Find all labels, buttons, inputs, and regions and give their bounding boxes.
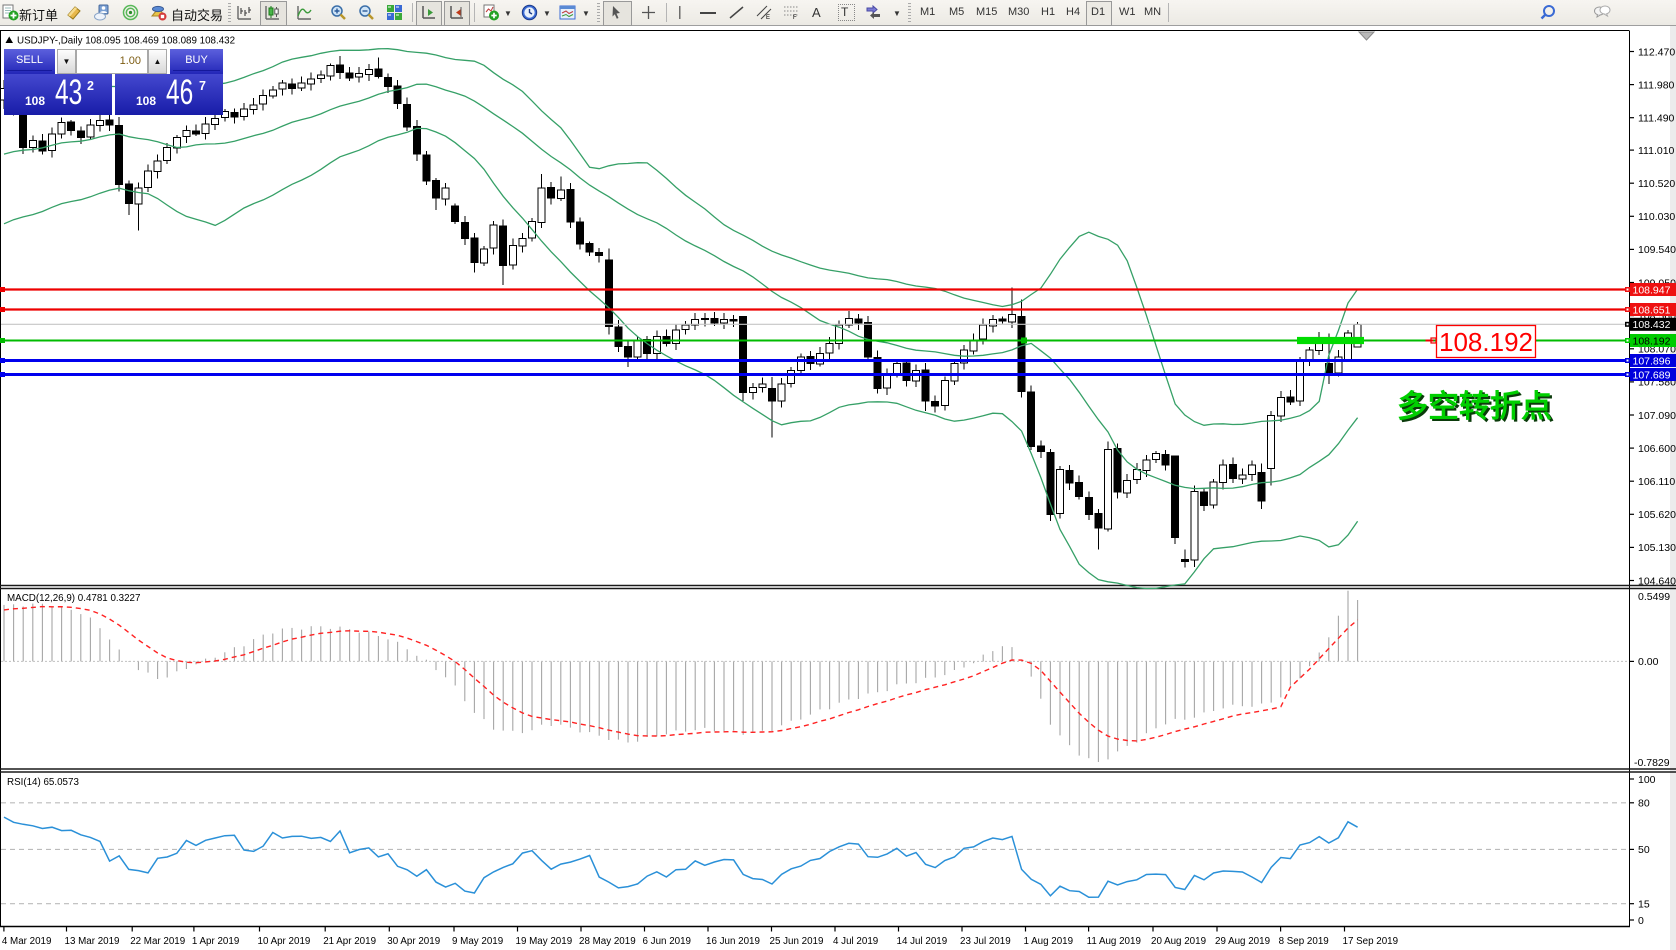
svg-text:F: F bbox=[793, 15, 797, 21]
svg-text:108.432: 108.432 bbox=[1633, 319, 1671, 331]
svg-text:110.520: 110.520 bbox=[1638, 178, 1675, 190]
svg-text:4 Jul 2019: 4 Jul 2019 bbox=[833, 936, 878, 947]
svg-text:109.540: 109.540 bbox=[1638, 244, 1676, 256]
svg-text:108.651: 108.651 bbox=[1633, 304, 1671, 316]
svg-text:15: 15 bbox=[1638, 899, 1650, 911]
svg-text:108.192: 108.192 bbox=[1439, 327, 1533, 357]
svg-text:107.896: 107.896 bbox=[1633, 355, 1671, 367]
svg-text:RSI(14) 65.0573: RSI(14) 65.0573 bbox=[7, 777, 79, 788]
svg-text:29 Aug 2019: 29 Aug 2019 bbox=[1215, 936, 1270, 947]
svg-text:USDJPY-,Daily 108.095 108.469: USDJPY-,Daily 108.095 108.469 108.089 10… bbox=[17, 36, 235, 47]
svg-text:108.192: 108.192 bbox=[1633, 335, 1671, 347]
svg-text:106.110: 106.110 bbox=[1638, 476, 1675, 488]
svg-text:11 Aug 2019: 11 Aug 2019 bbox=[1087, 936, 1141, 947]
svg-text:14 Jul 2019: 14 Jul 2019 bbox=[897, 936, 948, 947]
svg-text:0.00: 0.00 bbox=[1638, 656, 1659, 668]
svg-text:105.620: 105.620 bbox=[1638, 509, 1676, 521]
svg-text:112.470: 112.470 bbox=[1638, 46, 1675, 58]
svg-text:8 Sep 2019: 8 Sep 2019 bbox=[1279, 936, 1329, 947]
svg-text:107.090: 107.090 bbox=[1638, 410, 1676, 422]
svg-text:111.980: 111.980 bbox=[1638, 79, 1675, 91]
svg-text:30 Apr 2019: 30 Apr 2019 bbox=[387, 936, 440, 947]
svg-text:23 Jul 2019: 23 Jul 2019 bbox=[960, 936, 1011, 947]
svg-text:25 Jun 2019: 25 Jun 2019 bbox=[770, 936, 824, 947]
svg-text:50: 50 bbox=[1638, 844, 1650, 856]
svg-text:80: 80 bbox=[1638, 798, 1650, 810]
svg-text:MACD(12,26,9) 0.4781 0.3227: MACD(12,26,9) 0.4781 0.3227 bbox=[7, 593, 140, 604]
svg-text:-0.7829: -0.7829 bbox=[1634, 757, 1670, 769]
svg-text:107.689: 107.689 bbox=[1633, 369, 1671, 381]
svg-text:21 Apr 2019: 21 Apr 2019 bbox=[323, 936, 376, 947]
svg-text:110.030: 110.030 bbox=[1638, 211, 1675, 223]
svg-text:104.640: 104.640 bbox=[1638, 575, 1676, 587]
svg-text:28 May 2019: 28 May 2019 bbox=[579, 936, 636, 947]
svg-text:17 Sep 2019: 17 Sep 2019 bbox=[1343, 936, 1399, 947]
svg-text:13 Mar 2019: 13 Mar 2019 bbox=[65, 936, 120, 947]
svg-text:111.490: 111.490 bbox=[1638, 113, 1675, 125]
svg-text:多空转折点: 多空转折点 bbox=[1397, 389, 1552, 424]
svg-text:1 Apr 2019: 1 Apr 2019 bbox=[192, 936, 239, 947]
svg-text:111.010: 111.010 bbox=[1638, 145, 1675, 157]
svg-text:10 Apr 2019: 10 Apr 2019 bbox=[258, 936, 311, 947]
svg-text:108.947: 108.947 bbox=[1633, 284, 1671, 296]
svg-text:19 May 2019: 19 May 2019 bbox=[516, 936, 573, 947]
svg-text:E: E bbox=[766, 15, 770, 21]
svg-text:9 May 2019: 9 May 2019 bbox=[452, 936, 503, 947]
svg-text:106.600: 106.600 bbox=[1638, 443, 1676, 455]
svg-text:0: 0 bbox=[1638, 915, 1644, 927]
svg-text:4 Mar 2019: 4 Mar 2019 bbox=[2, 936, 52, 947]
svg-text:105.130: 105.130 bbox=[1638, 542, 1676, 554]
svg-text:0.5499: 0.5499 bbox=[1638, 591, 1670, 603]
svg-text:100: 100 bbox=[1638, 774, 1656, 786]
svg-text:20 Aug 2019: 20 Aug 2019 bbox=[1151, 936, 1206, 947]
svg-text:16 Jun 2019: 16 Jun 2019 bbox=[706, 936, 760, 947]
svg-text:6 Jun 2019: 6 Jun 2019 bbox=[643, 936, 691, 947]
svg-text:22 Mar 2019: 22 Mar 2019 bbox=[130, 936, 185, 947]
svg-text:1 Aug 2019: 1 Aug 2019 bbox=[1024, 936, 1074, 947]
